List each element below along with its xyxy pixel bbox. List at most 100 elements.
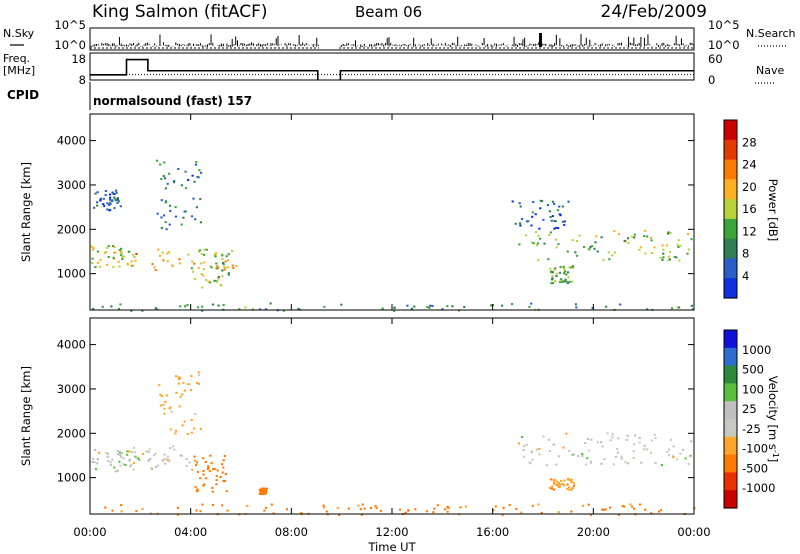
echo-cell [92, 307, 95, 310]
echo-cell [557, 227, 560, 229]
echo-cell [215, 479, 218, 482]
echo-cell [132, 446, 136, 449]
echo-cell [525, 234, 528, 237]
echo-cell [192, 270, 195, 273]
echo-cell [568, 486, 571, 489]
echo-cell [217, 277, 220, 280]
echo-cell [667, 231, 670, 234]
echo-cell [163, 214, 166, 217]
echo-cell [178, 262, 181, 265]
echo-cell [226, 509, 229, 512]
echo-cell [546, 204, 549, 207]
echo-cell [534, 231, 538, 234]
echo-cell [548, 450, 551, 453]
echo-cell [552, 479, 555, 482]
echo-cell [151, 263, 154, 266]
echo-cell [184, 305, 187, 308]
echo-cell [630, 235, 633, 238]
echo-cell [570, 481, 573, 484]
echo-cell [265, 487, 269, 490]
echo-cell [668, 250, 672, 253]
x-tick-label: 08:00 [275, 525, 308, 539]
echo-cell [221, 269, 224, 272]
echo-cell [550, 219, 553, 222]
echo-cell [227, 253, 230, 256]
echo-cell [114, 470, 117, 473]
power-colorbar-label: Power [dB] [766, 179, 780, 242]
echo-cell [613, 251, 616, 254]
echo-cell [374, 505, 377, 508]
echo-cell [572, 267, 575, 269]
echo-cell [162, 459, 165, 462]
echo-cell [543, 242, 546, 245]
echo-cell [567, 276, 570, 279]
echo-cell [157, 464, 160, 467]
echo-cell [160, 216, 163, 219]
echo-cell [555, 246, 558, 249]
echo-cell [665, 244, 668, 247]
echo-cell [198, 249, 202, 252]
echo-cell [550, 487, 553, 490]
echo-cell [90, 262, 94, 264]
echo-cell [193, 455, 196, 458]
echo-cell [432, 511, 435, 514]
echo-cell [177, 378, 181, 381]
echo-cell [222, 459, 225, 462]
echo-cell [653, 433, 656, 436]
echo-cell [174, 375, 178, 378]
echo-cell [94, 449, 97, 451]
echo-cell [670, 438, 673, 441]
echo-cell [165, 394, 168, 397]
echo-cell [105, 246, 109, 249]
echo-cell [120, 452, 123, 455]
echo-cell [163, 412, 166, 415]
colorbar-tick-label: -1000 [742, 481, 775, 495]
echo-cell [107, 245, 110, 248]
echo-cell [654, 437, 657, 440]
echo-cell [171, 264, 174, 267]
echo-cell [581, 455, 584, 458]
echo-cell [446, 510, 449, 513]
echo-cell [531, 458, 534, 461]
echo-cell [660, 464, 663, 466]
echo-cell [413, 305, 416, 308]
echo-cell [603, 458, 606, 461]
velocity-x-ticks: 00:00 04:00 08:00 12:00 16:00 20:00 00:00 [73, 114, 711, 539]
echo-cell [537, 503, 540, 506]
colorbar-tick-label: 28 [742, 135, 757, 149]
echo-cell [549, 478, 553, 481]
echo-cell [104, 506, 107, 509]
echo-cell [398, 508, 401, 511]
echo-cell [118, 451, 121, 454]
x-tick-label: 16:00 [476, 525, 509, 539]
echo-cell [201, 309, 204, 312]
echo-cell [532, 201, 535, 203]
echo-cell [135, 510, 138, 513]
echo-cell [105, 251, 108, 253]
echo-cell [632, 507, 636, 510]
echo-cell [163, 177, 167, 180]
echo-cell [525, 443, 528, 446]
echo-cell [175, 391, 178, 394]
nsky-tick-bottom: 10^0 [54, 38, 86, 52]
echo-cell [620, 455, 623, 458]
echo-cell [264, 506, 268, 509]
echo-cell [563, 272, 566, 275]
echo-cell [557, 455, 561, 458]
echo-cell [633, 236, 636, 239]
echo-cell [566, 282, 569, 285]
echo-cell [554, 226, 557, 229]
echo-cell [539, 237, 542, 240]
colorbar-swatch [724, 258, 737, 279]
echo-cell [147, 459, 151, 461]
echo-cell [548, 487, 551, 489]
echo-cell [162, 403, 165, 406]
echo-cell [494, 505, 497, 508]
echo-cell [90, 245, 93, 248]
echo-cell [600, 236, 603, 239]
echo-cell [563, 479, 566, 482]
echo-cell [197, 250, 200, 253]
echo-cell [601, 508, 604, 511]
echo-cell [557, 482, 560, 485]
echo-cell [235, 265, 238, 267]
